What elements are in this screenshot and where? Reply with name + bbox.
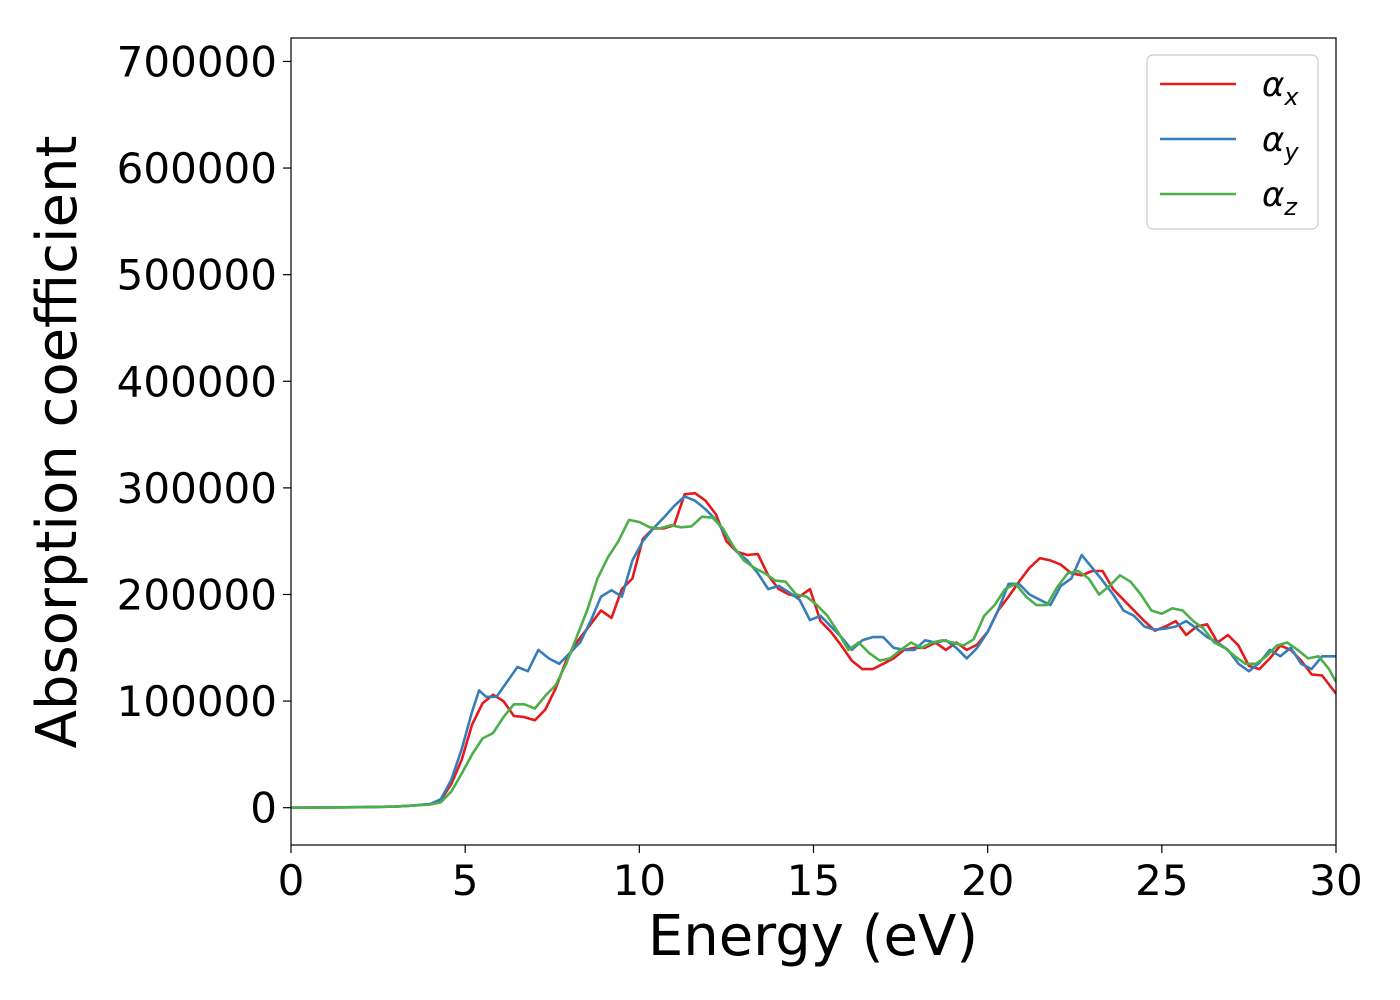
series-line-z — [291, 515, 1336, 809]
x-tick-label: 20 — [961, 856, 1014, 905]
legend-label-z: αz — [1262, 175, 1298, 221]
legend: αx αy αz — [1146, 54, 1319, 230]
plot-lines — [291, 491, 1336, 809]
x-axis-label: Energy (eV) — [648, 904, 978, 969]
y-tick-label: 300000 — [117, 464, 277, 513]
y-tick-label: 200000 — [117, 570, 277, 619]
y-axis: 0 100000 200000 300000 400000 500000 600000 700… — [117, 37, 291, 833]
y-tick-label: 100000 — [117, 677, 277, 726]
series-line-y — [291, 495, 1336, 809]
y-tick-label: 400000 — [117, 357, 277, 406]
y-tick-label: 600000 — [117, 144, 277, 193]
x-tick-label: 0 — [278, 856, 305, 905]
x-tick-label: 5 — [452, 856, 479, 905]
y-tick-label: 0 — [250, 784, 277, 833]
x-tick-label: 10 — [613, 856, 666, 905]
series-line-x — [291, 491, 1336, 809]
y-axis-label: Absorption coefficient — [25, 136, 90, 749]
y-tick-label: 500000 — [117, 251, 277, 300]
legend-box — [1146, 54, 1319, 230]
x-tick-label: 25 — [1135, 856, 1188, 905]
legend-label-y: αy — [1262, 120, 1299, 166]
x-tick-label: 30 — [1309, 856, 1362, 905]
x-tick-label: 15 — [787, 856, 840, 905]
legend-label-x: αx — [1262, 65, 1299, 111]
y-tick-label: 700000 — [117, 37, 277, 86]
x-axis: 0 5 10 15 20 25 30 — [278, 845, 1363, 905]
